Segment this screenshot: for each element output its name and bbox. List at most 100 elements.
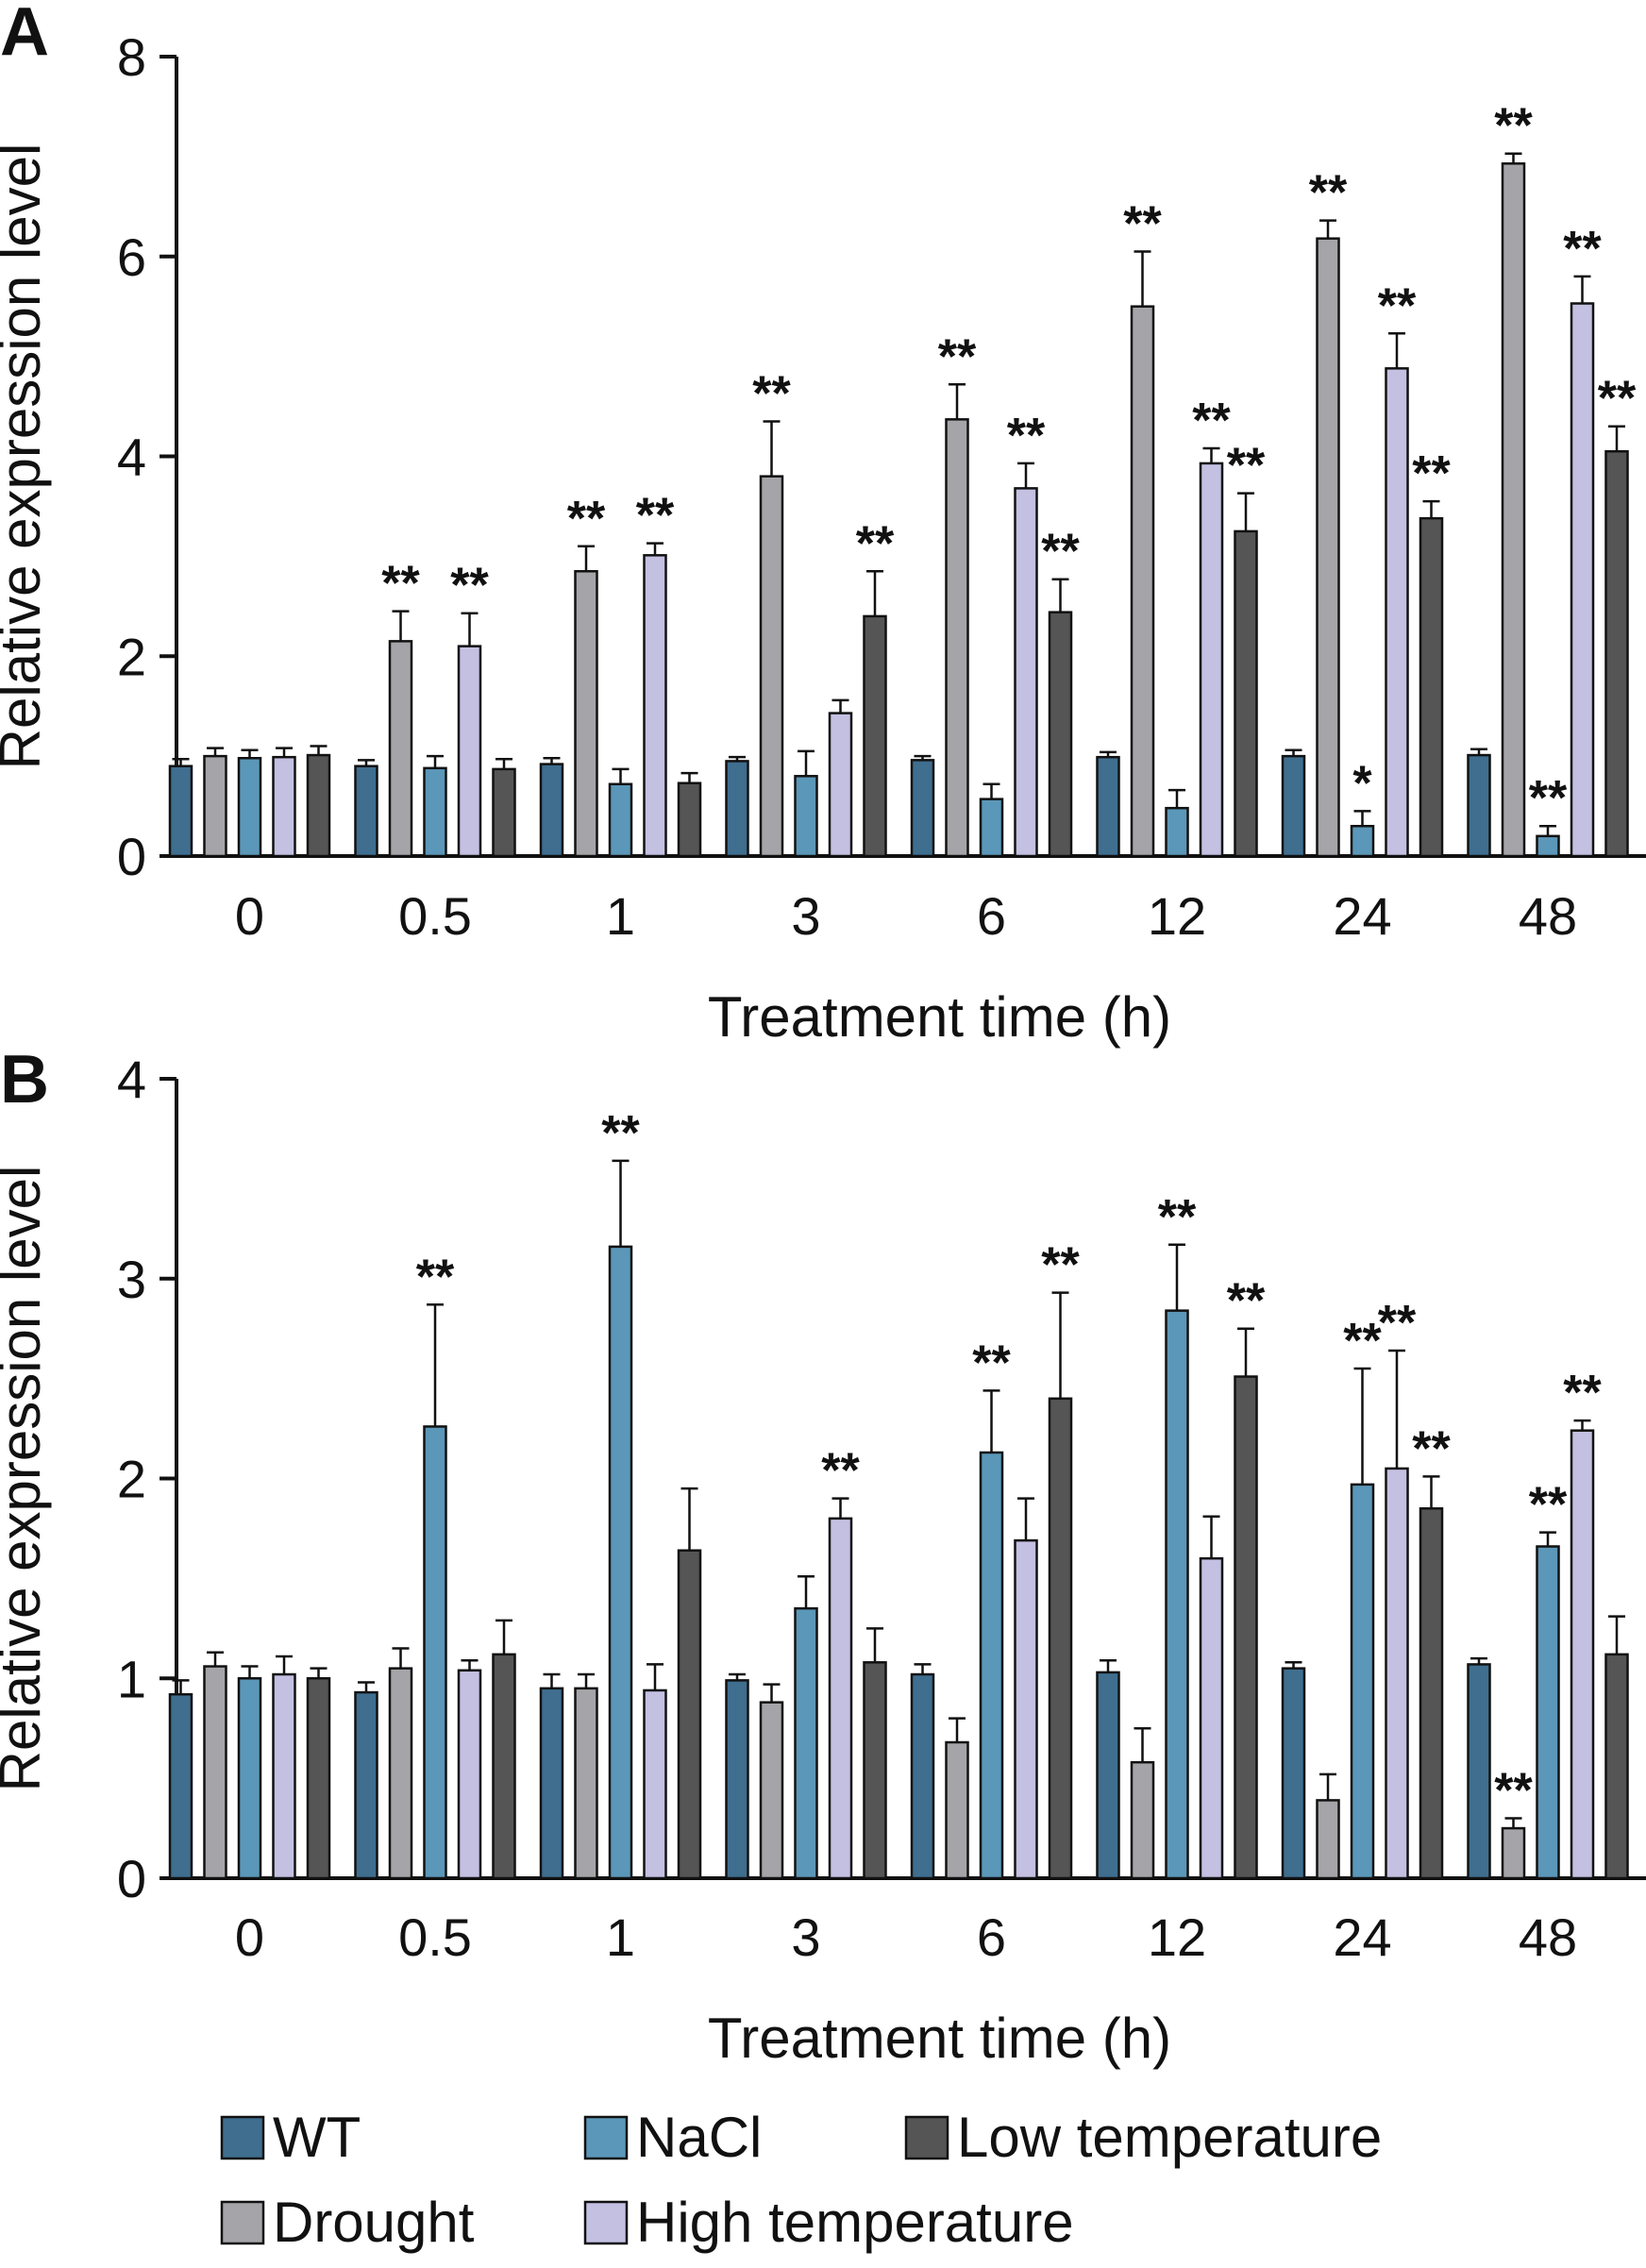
- bar-low-temperature: [863, 614, 887, 858]
- y-tick-label: 8: [117, 27, 146, 87]
- y-axis-title: Relative expression level: [0, 1166, 52, 1792]
- significance-label: **: [1227, 1274, 1266, 1329]
- x-tick-label: 48: [1519, 1907, 1577, 1967]
- bar-drought: [759, 1701, 784, 1880]
- bar-wt: [354, 764, 378, 858]
- significance-label: **: [1412, 446, 1451, 501]
- y-tick-label: 2: [117, 1450, 146, 1509]
- x-tick-label: 1: [606, 886, 635, 946]
- y-tick-label: 1: [117, 1649, 146, 1708]
- panel-letter: B: [0, 1042, 49, 1117]
- bar-nacl: [1165, 1309, 1189, 1880]
- significance-label: **: [1378, 1296, 1417, 1351]
- significance-label: **: [1563, 222, 1602, 277]
- bar-nacl: [1165, 806, 1189, 858]
- significance-label: **: [1529, 771, 1568, 826]
- bar-low-temperature: [306, 753, 331, 858]
- significance-label: **: [821, 1444, 860, 1499]
- bar-low-temperature: [1419, 516, 1444, 858]
- bar-drought: [945, 418, 969, 858]
- bar-high-temperature: [1014, 1538, 1038, 1880]
- bar-high-temperature: [643, 554, 667, 858]
- legend-item-wt: WT: [220, 2106, 361, 2169]
- bar-nacl: [237, 756, 262, 858]
- x-axis-title: Treatment time (h): [708, 985, 1171, 1049]
- bar-wt: [539, 763, 564, 858]
- significance-label: **: [601, 1106, 640, 1161]
- bar-wt: [1096, 1671, 1120, 1880]
- bar-low-temperature: [492, 1653, 516, 1880]
- bar-nacl: [979, 798, 1004, 858]
- bar-wt: [1096, 755, 1120, 858]
- legend-item-drought: Drought: [220, 2191, 475, 2254]
- bar-high-temperature: [828, 712, 853, 858]
- bar-nacl: [979, 1451, 1004, 1880]
- bar-high-temperature: [1199, 1556, 1224, 1880]
- bar-nacl: [1350, 1483, 1375, 1880]
- x-tick-label: 1: [606, 1907, 635, 1967]
- bar-drought: [203, 1665, 227, 1880]
- bar-high-temperature: [272, 755, 296, 858]
- significance-label: **: [636, 489, 675, 544]
- significance-label: *: [1352, 756, 1372, 811]
- bar-wt: [910, 759, 935, 858]
- bar-nacl: [794, 775, 818, 858]
- bar-drought: [203, 754, 227, 858]
- significance-label: **: [1192, 394, 1231, 448]
- bar-drought: [1130, 1760, 1155, 1880]
- bar-nacl: [794, 1606, 818, 1880]
- y-tick-label: 0: [117, 827, 146, 886]
- bar-low-temperature: [1048, 611, 1073, 858]
- bar-wt: [168, 1692, 193, 1880]
- significance-label: **: [1563, 1366, 1602, 1420]
- bar-drought: [388, 640, 413, 858]
- significance-label: **: [1309, 166, 1348, 221]
- legend-label: NaCl: [636, 2106, 762, 2169]
- y-tick-label: 4: [117, 428, 146, 487]
- bar-high-temperature: [457, 645, 482, 858]
- significance-label: **: [938, 329, 977, 384]
- bar-drought: [1316, 1799, 1340, 1880]
- bar-high-temperature: [1385, 367, 1409, 858]
- bar-drought: [1501, 162, 1526, 858]
- legend-swatch: [583, 2115, 629, 2160]
- bar-high-temperature: [272, 1672, 296, 1880]
- significance-label: **: [1007, 409, 1046, 463]
- x-tick-label: 24: [1333, 1907, 1391, 1967]
- bar-drought: [759, 475, 784, 858]
- bar-high-temperature: [1014, 487, 1038, 858]
- bar-drought: [388, 1667, 413, 1880]
- bar-high-temperature: [1385, 1467, 1409, 1880]
- bar-nacl: [608, 1245, 633, 1880]
- bar-drought: [574, 570, 598, 858]
- bar-nacl: [423, 766, 447, 858]
- legend-label: Low temperature: [957, 2106, 1382, 2169]
- x-tick-label: 24: [1333, 886, 1391, 946]
- bar-drought: [1130, 305, 1155, 858]
- bar-nacl: [608, 782, 633, 858]
- bar-low-temperature: [1234, 529, 1258, 858]
- bar-high-temperature: [828, 1517, 853, 1880]
- bar-wt: [725, 760, 749, 858]
- x-tick-label: 0: [235, 886, 264, 946]
- y-tick-label: 4: [117, 1050, 146, 1109]
- bar-wt: [168, 764, 193, 858]
- significance-label: **: [1227, 439, 1266, 494]
- significance-label: **: [972, 1336, 1011, 1390]
- significance-label: **: [1041, 525, 1080, 580]
- significance-label: **: [1041, 1238, 1080, 1293]
- bar-low-temperature: [863, 1661, 887, 1880]
- significance-label: **: [1343, 1314, 1382, 1369]
- panel-letter: A: [0, 0, 49, 70]
- x-tick-label: 3: [791, 886, 820, 946]
- significance-label: **: [1412, 1421, 1451, 1476]
- bar-drought: [574, 1687, 598, 1880]
- legend-swatch: [583, 2200, 629, 2245]
- bar-high-temperature: [1570, 302, 1595, 858]
- bar-wt: [1467, 1663, 1491, 1880]
- legend-label: WT: [273, 2106, 361, 2169]
- legend-swatch: [904, 2115, 949, 2160]
- bar-low-temperature: [677, 781, 702, 858]
